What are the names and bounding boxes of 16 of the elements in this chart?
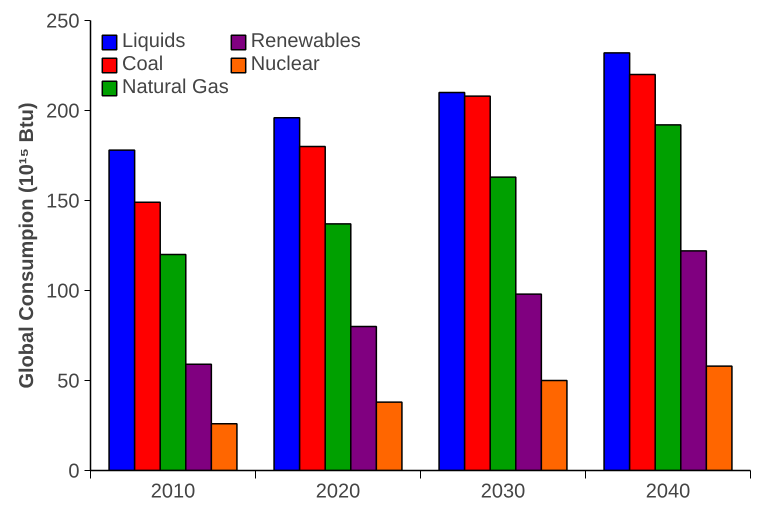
legend-label: Renewables — [250, 30, 361, 53]
y-tick-label: 200 — [46, 100, 80, 122]
legend-label: Liquids — [122, 30, 186, 53]
y-tick-label: 150 — [46, 190, 80, 212]
y-axis-title: Global Consumpion (10¹⁵ Btu) — [16, 102, 38, 389]
y-tick-label: 100 — [46, 280, 80, 302]
legend-label: Nuclear — [250, 53, 320, 76]
x-tick-label: 2020 — [316, 480, 360, 502]
legend-label: Coal — [122, 53, 164, 76]
y-tick-label: 0 — [68, 460, 80, 482]
y-tick-label: 50 — [57, 370, 80, 392]
x-tick-label: 2040 — [646, 480, 690, 502]
legend-label: Natural Gas — [122, 76, 229, 99]
x-tick-label: 2030 — [480, 480, 526, 502]
y-tick-label: 250 — [46, 10, 80, 32]
x-tick-label: 2010 — [150, 480, 196, 502]
